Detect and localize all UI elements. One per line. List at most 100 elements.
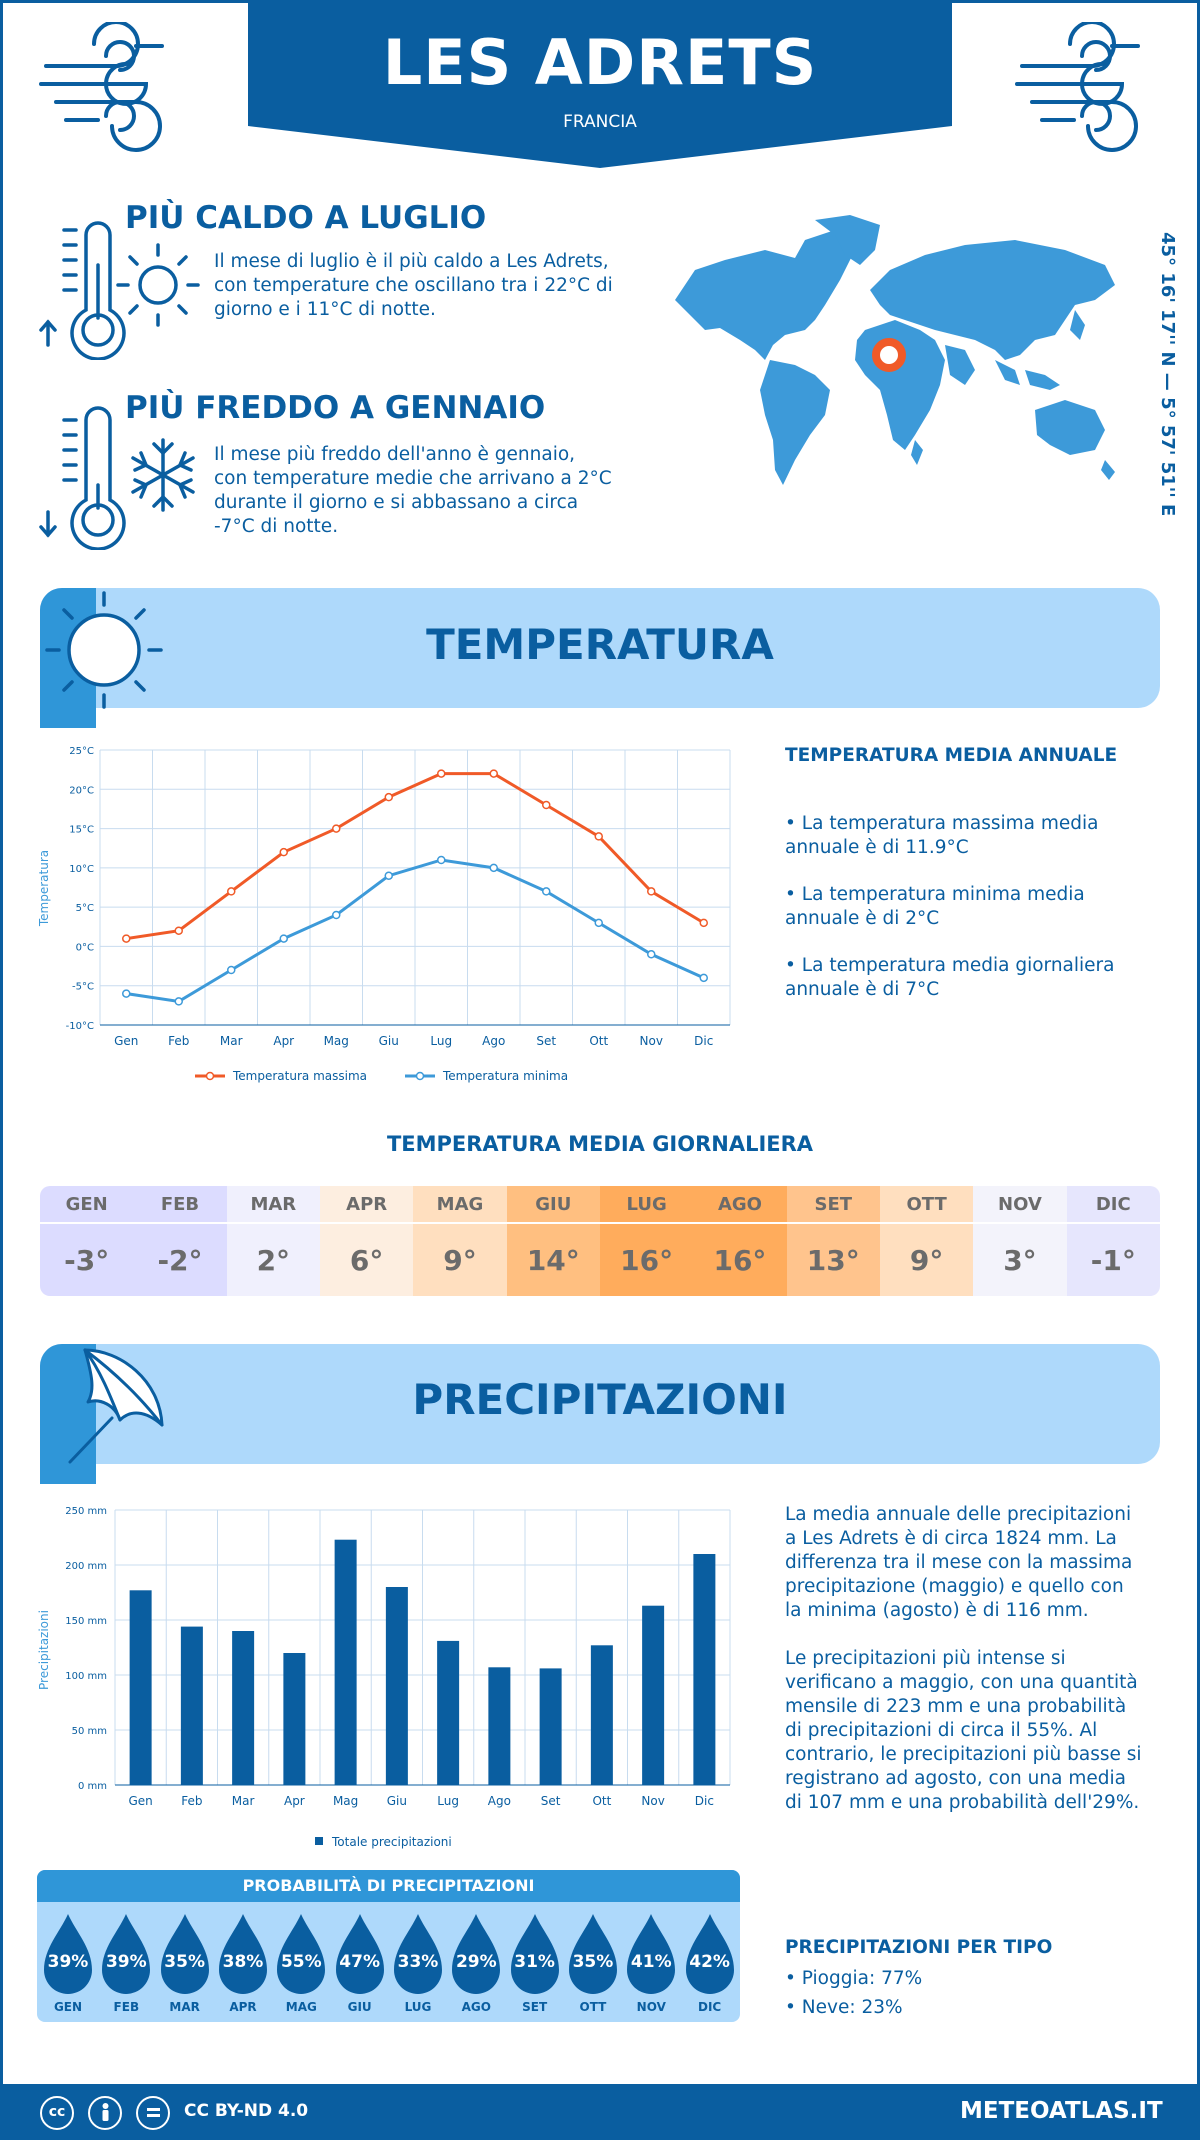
wind-icon bbox=[1015, 22, 1140, 152]
bar bbox=[488, 1667, 511, 1785]
cc-icon: cc bbox=[40, 2096, 74, 2130]
raindrop-icon bbox=[102, 1914, 151, 1994]
attribution-icon bbox=[88, 2096, 122, 2130]
raindrop-icon bbox=[568, 1914, 617, 1994]
probability-month: AGO bbox=[461, 2000, 491, 2014]
location-marker bbox=[872, 338, 906, 372]
chart-y-axis-label: Precipitazioni bbox=[37, 1610, 51, 1690]
raindrop-icon bbox=[452, 1914, 501, 1994]
probability-drop: 42% DIC bbox=[681, 1912, 739, 2017]
probability-month: APR bbox=[229, 2000, 257, 2014]
annual-temp-avg: • La temperatura media giornaliera annua… bbox=[785, 955, 1115, 1000]
annual-temp-min: • La temperatura minima media annuale è … bbox=[785, 884, 1085, 929]
bar bbox=[642, 1605, 665, 1785]
daily-temp-month: NOV bbox=[973, 1186, 1067, 1224]
data-point bbox=[122, 934, 131, 943]
probability-month: GIU bbox=[347, 2000, 372, 2014]
probability-drop: 47% GIU bbox=[331, 1912, 389, 2017]
probability-drop: 55% MAG bbox=[272, 1912, 330, 2017]
probability-month: MAR bbox=[169, 2000, 200, 2014]
daily-temp-value: 16° bbox=[620, 1243, 674, 1277]
raindrop-icon bbox=[627, 1914, 676, 1994]
cold-month-title: PIÙ FREDDO A GENNAIO bbox=[125, 390, 546, 426]
thermometer-snowflake-icon bbox=[39, 406, 195, 550]
daily-temp-month: AGO bbox=[693, 1186, 787, 1224]
x-tick-label: Gen bbox=[128, 1794, 152, 1808]
data-point bbox=[594, 832, 603, 841]
temperature-section-header bbox=[40, 588, 1160, 728]
x-tick-label: Mag bbox=[333, 1794, 358, 1808]
data-point bbox=[699, 918, 708, 928]
country-label: FRANCIA bbox=[563, 112, 637, 132]
data-point bbox=[647, 950, 656, 959]
data-point bbox=[122, 989, 131, 998]
raindrop-icon bbox=[335, 1914, 384, 1994]
probability-drop: 29% AGO bbox=[447, 1912, 505, 2017]
chart-y-axis-label: Temperatura bbox=[37, 850, 51, 927]
raindrop-icon bbox=[44, 1914, 92, 1994]
bar bbox=[590, 1645, 613, 1785]
page-title: LES ADRETS bbox=[382, 26, 818, 99]
legend-marker bbox=[415, 1071, 425, 1081]
temperature-section-title: TEMPERATURA bbox=[426, 620, 774, 669]
daily-temp-value: 6° bbox=[349, 1243, 384, 1277]
x-tick-label: Apr bbox=[284, 1794, 305, 1808]
x-tick-label: Ago bbox=[482, 1034, 505, 1048]
bar bbox=[129, 1590, 152, 1785]
probability-drop: 41% NOV bbox=[622, 1912, 680, 2017]
data-point bbox=[437, 769, 446, 778]
coordinates-label: 45° 16' 17'' N — 5° 57' 51'' E bbox=[1157, 232, 1178, 517]
precipitation-details: Le precipitazioni più intense si verific… bbox=[785, 1648, 1142, 1813]
x-tick-label: Feb bbox=[168, 1034, 189, 1048]
umbrella-icon bbox=[68, 1348, 164, 1464]
bar bbox=[693, 1554, 716, 1785]
hot-month-title: PIÙ CALDO A LUGLIO bbox=[125, 200, 487, 236]
legend-label: Temperatura massima bbox=[232, 1069, 367, 1083]
cold-month-text: Il mese più freddo dell'anno è gennaio, … bbox=[214, 444, 612, 537]
daily-temp-month: OTT bbox=[879, 1186, 974, 1224]
daily-temp-table: GEN -3° FEB -2° MAR 2° APR 6° MAG 9° GIU 14° LUG 16° A… bbox=[40, 1186, 1160, 1296]
x-tick-label: Dic bbox=[694, 1034, 713, 1048]
hot-month-text: Il mese di luglio è il più caldo a Les A… bbox=[214, 251, 613, 320]
probability-value: 38% bbox=[222, 1952, 264, 1972]
data-point bbox=[384, 871, 393, 880]
probability-month: FEB bbox=[113, 2000, 140, 2014]
y-tick-label: 0°C bbox=[76, 942, 94, 953]
probability-value: 35% bbox=[572, 1952, 614, 1972]
daily-temp-cell: LUG 16° bbox=[599, 1186, 694, 1296]
y-tick-label: 0 mm bbox=[78, 1781, 107, 1792]
probability-month: GEN bbox=[53, 2000, 83, 2014]
x-tick-label: Mar bbox=[220, 1034, 243, 1048]
raindrop-icon bbox=[218, 1914, 267, 1994]
daily-temp-value: 16° bbox=[713, 1243, 767, 1277]
x-tick-label: Gen bbox=[114, 1034, 138, 1048]
probability-month: DIC bbox=[697, 2000, 722, 2014]
license-label[interactable]: CC BY-ND 4.0 bbox=[184, 2101, 309, 2121]
probability-month: OTT bbox=[579, 2000, 607, 2014]
y-tick-label: 10°C bbox=[69, 864, 94, 875]
brand-link[interactable]: METEOATLAS.IT bbox=[960, 2098, 1163, 2124]
data-point bbox=[699, 973, 708, 983]
daily-temp-cell: MAG 9° bbox=[413, 1186, 507, 1296]
precipitation-chart: Precipitazioni 250 mm 200 mm 150 mm 100 mm 5… bbox=[37, 1506, 731, 1849]
x-tick-label: Dic bbox=[695, 1794, 714, 1808]
data-point bbox=[332, 910, 341, 920]
probability-month: LUG bbox=[404, 2000, 432, 2014]
y-tick-label: 25°C bbox=[69, 746, 94, 757]
probability-value: 55% bbox=[280, 1952, 322, 1972]
precipitation-type-rain: • Pioggia: 77% bbox=[785, 1968, 923, 1989]
daily-temp-cell: GEN -3° bbox=[40, 1186, 134, 1296]
daily-temp-month: MAR bbox=[226, 1186, 320, 1224]
bar bbox=[334, 1539, 357, 1785]
daily-temp-month: SET bbox=[786, 1186, 880, 1224]
daily-temp-value: 9° bbox=[443, 1243, 477, 1277]
annual-temp-title: TEMPERATURA MEDIA ANNUALE bbox=[785, 745, 1118, 766]
daily-temp-cell: SET 13° bbox=[786, 1186, 880, 1296]
probability-drop: 33% LUG bbox=[389, 1912, 447, 2017]
probability-value: 41% bbox=[630, 1952, 672, 1972]
probability-month: NOV bbox=[636, 2000, 666, 2014]
data-point bbox=[384, 792, 393, 802]
x-tick-label: Giu bbox=[379, 1034, 399, 1048]
data-point bbox=[437, 855, 446, 865]
probability-drop: 39% FEB bbox=[97, 1912, 155, 2017]
